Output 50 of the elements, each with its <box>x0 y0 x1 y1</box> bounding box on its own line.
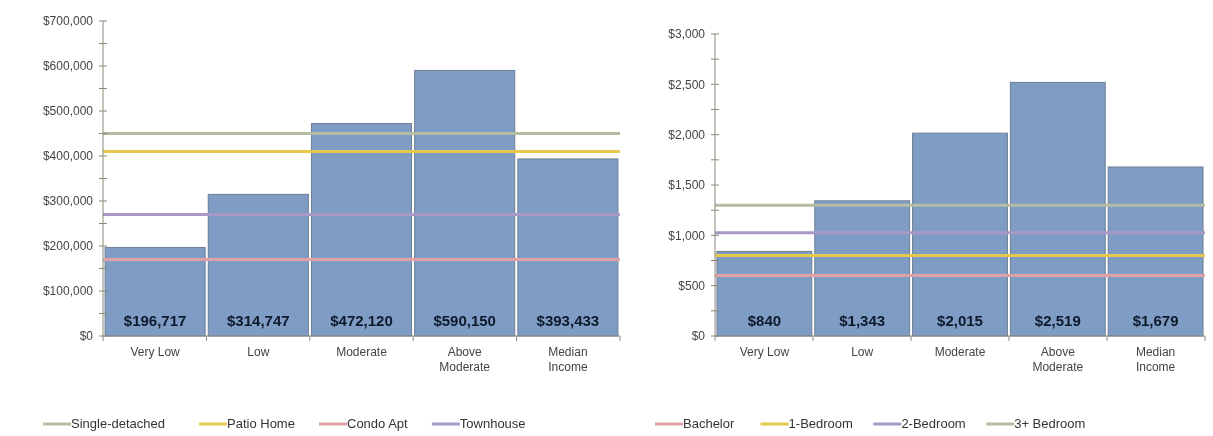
y-tick-label: $2,500 <box>668 77 706 92</box>
x-tick-label: Moderate <box>934 345 986 359</box>
legend-label: Single-detached <box>71 416 165 431</box>
y-tick-label: $300,000 <box>42 194 94 209</box>
bar <box>414 69 516 337</box>
legend-label: Condo Apt <box>347 416 409 431</box>
x-tick-label: Very Low <box>130 345 181 359</box>
legend-label: Patio Home <box>227 416 295 431</box>
y-tick-label: $2,000 <box>668 127 706 142</box>
x-tick-label: Low <box>247 345 270 359</box>
legend-label: 3+ Bedroom <box>1014 416 1086 431</box>
data-label: $472,120 <box>330 312 393 329</box>
y-tick-label: $400,000 <box>42 149 94 164</box>
legend-label: Townhouse <box>459 416 526 431</box>
y-tick-label: $3,000 <box>668 27 706 42</box>
y-tick-label: $1,500 <box>668 178 706 193</box>
bar <box>207 193 309 337</box>
x-tick-label: Median Income <box>548 345 588 374</box>
data-label: $314,747 <box>227 312 290 329</box>
legend-label: 1-Bedroom <box>788 416 853 431</box>
bar <box>104 246 206 337</box>
data-label: $2,519 <box>1034 312 1081 329</box>
y-tick-label: $500 <box>678 278 706 293</box>
x-tick-label: Median Income <box>1135 345 1176 374</box>
y-tick-label: $700,000 <box>42 14 94 29</box>
bar <box>1107 166 1204 337</box>
bar <box>912 132 1008 337</box>
x-tick-label: Very Low <box>739 345 790 359</box>
y-tick-label: $0 <box>691 329 706 344</box>
y-tick-label: $1,000 <box>668 228 706 243</box>
x-tick-label: Low <box>851 345 874 359</box>
bar <box>517 158 619 337</box>
y-tick-label: $600,000 <box>42 59 94 74</box>
legend-label: 2-Bedroom <box>901 416 966 431</box>
data-label: $840 <box>747 312 782 329</box>
x-tick-label: Moderate <box>336 345 388 359</box>
data-label: $590,150 <box>433 312 496 329</box>
data-label: $2,015 <box>937 312 983 329</box>
data-label: $196,717 <box>123 312 187 329</box>
y-tick-label: $500,000 <box>42 104 94 119</box>
x-tick-label: Above Moderate <box>1032 345 1084 374</box>
y-tick-label: $200,000 <box>42 239 94 254</box>
data-label: $1,343 <box>839 312 886 329</box>
data-label: $393,433 <box>536 312 600 329</box>
bar <box>310 123 413 337</box>
data-label: $1,679 <box>1132 312 1179 329</box>
legend-label: Bachelor <box>683 416 735 431</box>
x-tick-label: Above Moderate <box>439 345 491 374</box>
y-tick-label: $0 <box>79 329 94 344</box>
y-tick-label: $100,000 <box>42 284 94 299</box>
